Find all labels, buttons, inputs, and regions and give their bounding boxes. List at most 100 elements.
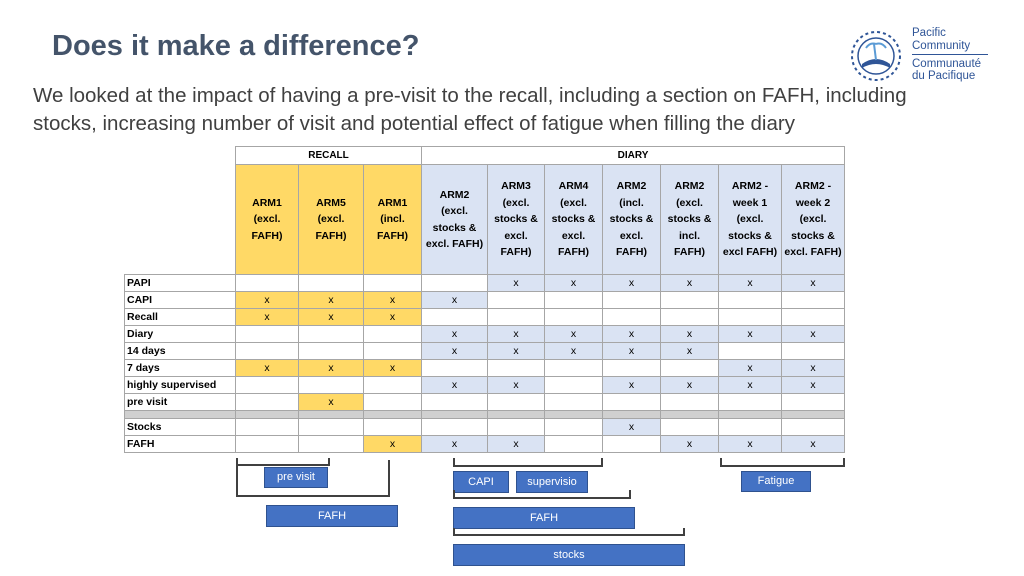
separator-cell xyxy=(660,410,719,419)
table-cell: x xyxy=(544,342,603,360)
separator-cell xyxy=(544,410,603,419)
table-cell: x xyxy=(660,325,719,343)
table-cell: x xyxy=(363,308,422,326)
spacer xyxy=(236,460,390,496)
column-header-line: stocks & xyxy=(609,213,654,226)
column-header-line: FAFH) xyxy=(500,246,532,259)
row-label: 14 days xyxy=(124,342,236,360)
group-header-recall: RECALL xyxy=(235,146,422,165)
table-cell xyxy=(718,418,782,436)
column-header-line: FAFH) xyxy=(674,246,705,259)
table-cell xyxy=(781,342,845,360)
column-header-10: ARM2 - week 2 (excl. stocks & excl. FAFH) xyxy=(781,164,845,275)
separator-row xyxy=(124,410,845,419)
table-row: pre visit x xyxy=(124,393,845,411)
column-header-line: (incl. xyxy=(380,213,405,226)
column-header-line: (excl. xyxy=(676,196,703,209)
column-header-line: excl. xyxy=(504,229,528,242)
table-cell xyxy=(718,291,782,309)
column-header-line: excl. xyxy=(619,229,644,242)
table-cell xyxy=(421,393,488,411)
table-row: PAPI x x x x x x xyxy=(124,274,845,292)
table-cell: x xyxy=(718,376,782,394)
corner-cell-2 xyxy=(125,165,236,275)
table-cell xyxy=(718,308,782,326)
separator-cell xyxy=(363,410,422,419)
column-header-line: ARM2 - xyxy=(731,180,769,193)
column-header-line: stocks & xyxy=(728,229,772,242)
table-cell: x xyxy=(781,376,845,394)
logo-text-2: Community xyxy=(912,40,971,52)
table-cell xyxy=(363,393,422,411)
table-cell xyxy=(298,342,364,360)
bracket-fatigue xyxy=(720,458,845,467)
table-cell xyxy=(298,376,364,394)
table-cell xyxy=(544,393,603,411)
column-header-3: ARM1 (incl. FAFH) xyxy=(363,164,422,275)
column-header-line: stocks & xyxy=(667,213,712,226)
table-cell: x xyxy=(235,308,299,326)
table-cell: x xyxy=(487,342,545,360)
column-header-line: ARM3 xyxy=(501,180,531,193)
table-cell: x xyxy=(363,291,422,309)
table-cell: x xyxy=(602,342,661,360)
table-cell xyxy=(235,393,299,411)
row-label: Diary xyxy=(124,325,236,343)
design-table: RECALL DIARY ARM1 (excl. FAFH) ARM5 (excl. FA… xyxy=(124,146,845,453)
column-header-line: (excl. xyxy=(441,205,468,217)
column-header-line: (excl. xyxy=(560,196,587,209)
table-cell xyxy=(487,291,545,309)
column-header-line: excl. FAFH) xyxy=(784,246,842,259)
table-row: highly supervised x x x x x x xyxy=(124,376,845,394)
table-cell xyxy=(544,308,603,326)
table-cell: x xyxy=(421,342,488,360)
column-header-8: ARM2 (excl. stocks & incl. FAFH) xyxy=(660,164,719,275)
column-header-line: stocks & xyxy=(494,213,538,226)
table-cell xyxy=(298,435,364,453)
table-cell: x xyxy=(421,376,488,394)
table-cell xyxy=(421,418,488,436)
row-label: FAFH xyxy=(124,435,236,453)
table-cell xyxy=(421,274,488,292)
table-cell: x xyxy=(363,435,422,453)
separator-cell xyxy=(421,410,488,419)
table-row: FAFH x x x x x x xyxy=(124,435,845,453)
column-header-line: ARM2 xyxy=(439,188,470,201)
table-cell xyxy=(363,418,422,436)
group-header-diary: DIARY xyxy=(421,146,845,165)
separator-cell xyxy=(298,410,364,419)
column-header-line: ARM5 xyxy=(316,196,346,209)
logo-divider xyxy=(912,54,988,55)
column-header-line: ARM2 - xyxy=(794,180,832,193)
table-cell xyxy=(781,308,845,326)
supervision-box: supervisio xyxy=(516,471,588,493)
column-header-4: ARM2 (excl. stocks & excl. FAFH) xyxy=(421,164,488,275)
column-header-line: week 2 xyxy=(795,196,831,209)
logo-text-3: Communauté xyxy=(912,58,982,70)
table-cell: x xyxy=(660,274,719,292)
table-cell xyxy=(235,418,299,436)
table-cell: x xyxy=(421,291,488,309)
table-row: Diary x x x x x x x xyxy=(124,325,845,343)
row-label: Stocks xyxy=(124,418,236,436)
table-cell xyxy=(487,308,545,326)
table-cell: x xyxy=(544,325,603,343)
column-header-line: FAFH) xyxy=(558,246,589,259)
pre-visit-box: pre visit xyxy=(264,467,328,488)
logo-text-1: Pacific xyxy=(912,27,946,39)
table-cell xyxy=(544,435,603,453)
table-cell: x xyxy=(235,291,299,309)
separator-cell xyxy=(781,410,845,419)
separator-cell xyxy=(718,410,782,419)
table-cell: x xyxy=(298,359,364,377)
table-cell xyxy=(602,308,661,326)
table-cell: x xyxy=(544,274,603,292)
table-cell xyxy=(544,359,603,377)
separator-cell xyxy=(487,410,545,419)
table-cell: x xyxy=(602,274,661,292)
table-cell xyxy=(487,359,545,377)
table-cell xyxy=(602,435,661,453)
table-cell xyxy=(363,376,422,394)
table-cell xyxy=(363,325,422,343)
table-cell xyxy=(235,435,299,453)
